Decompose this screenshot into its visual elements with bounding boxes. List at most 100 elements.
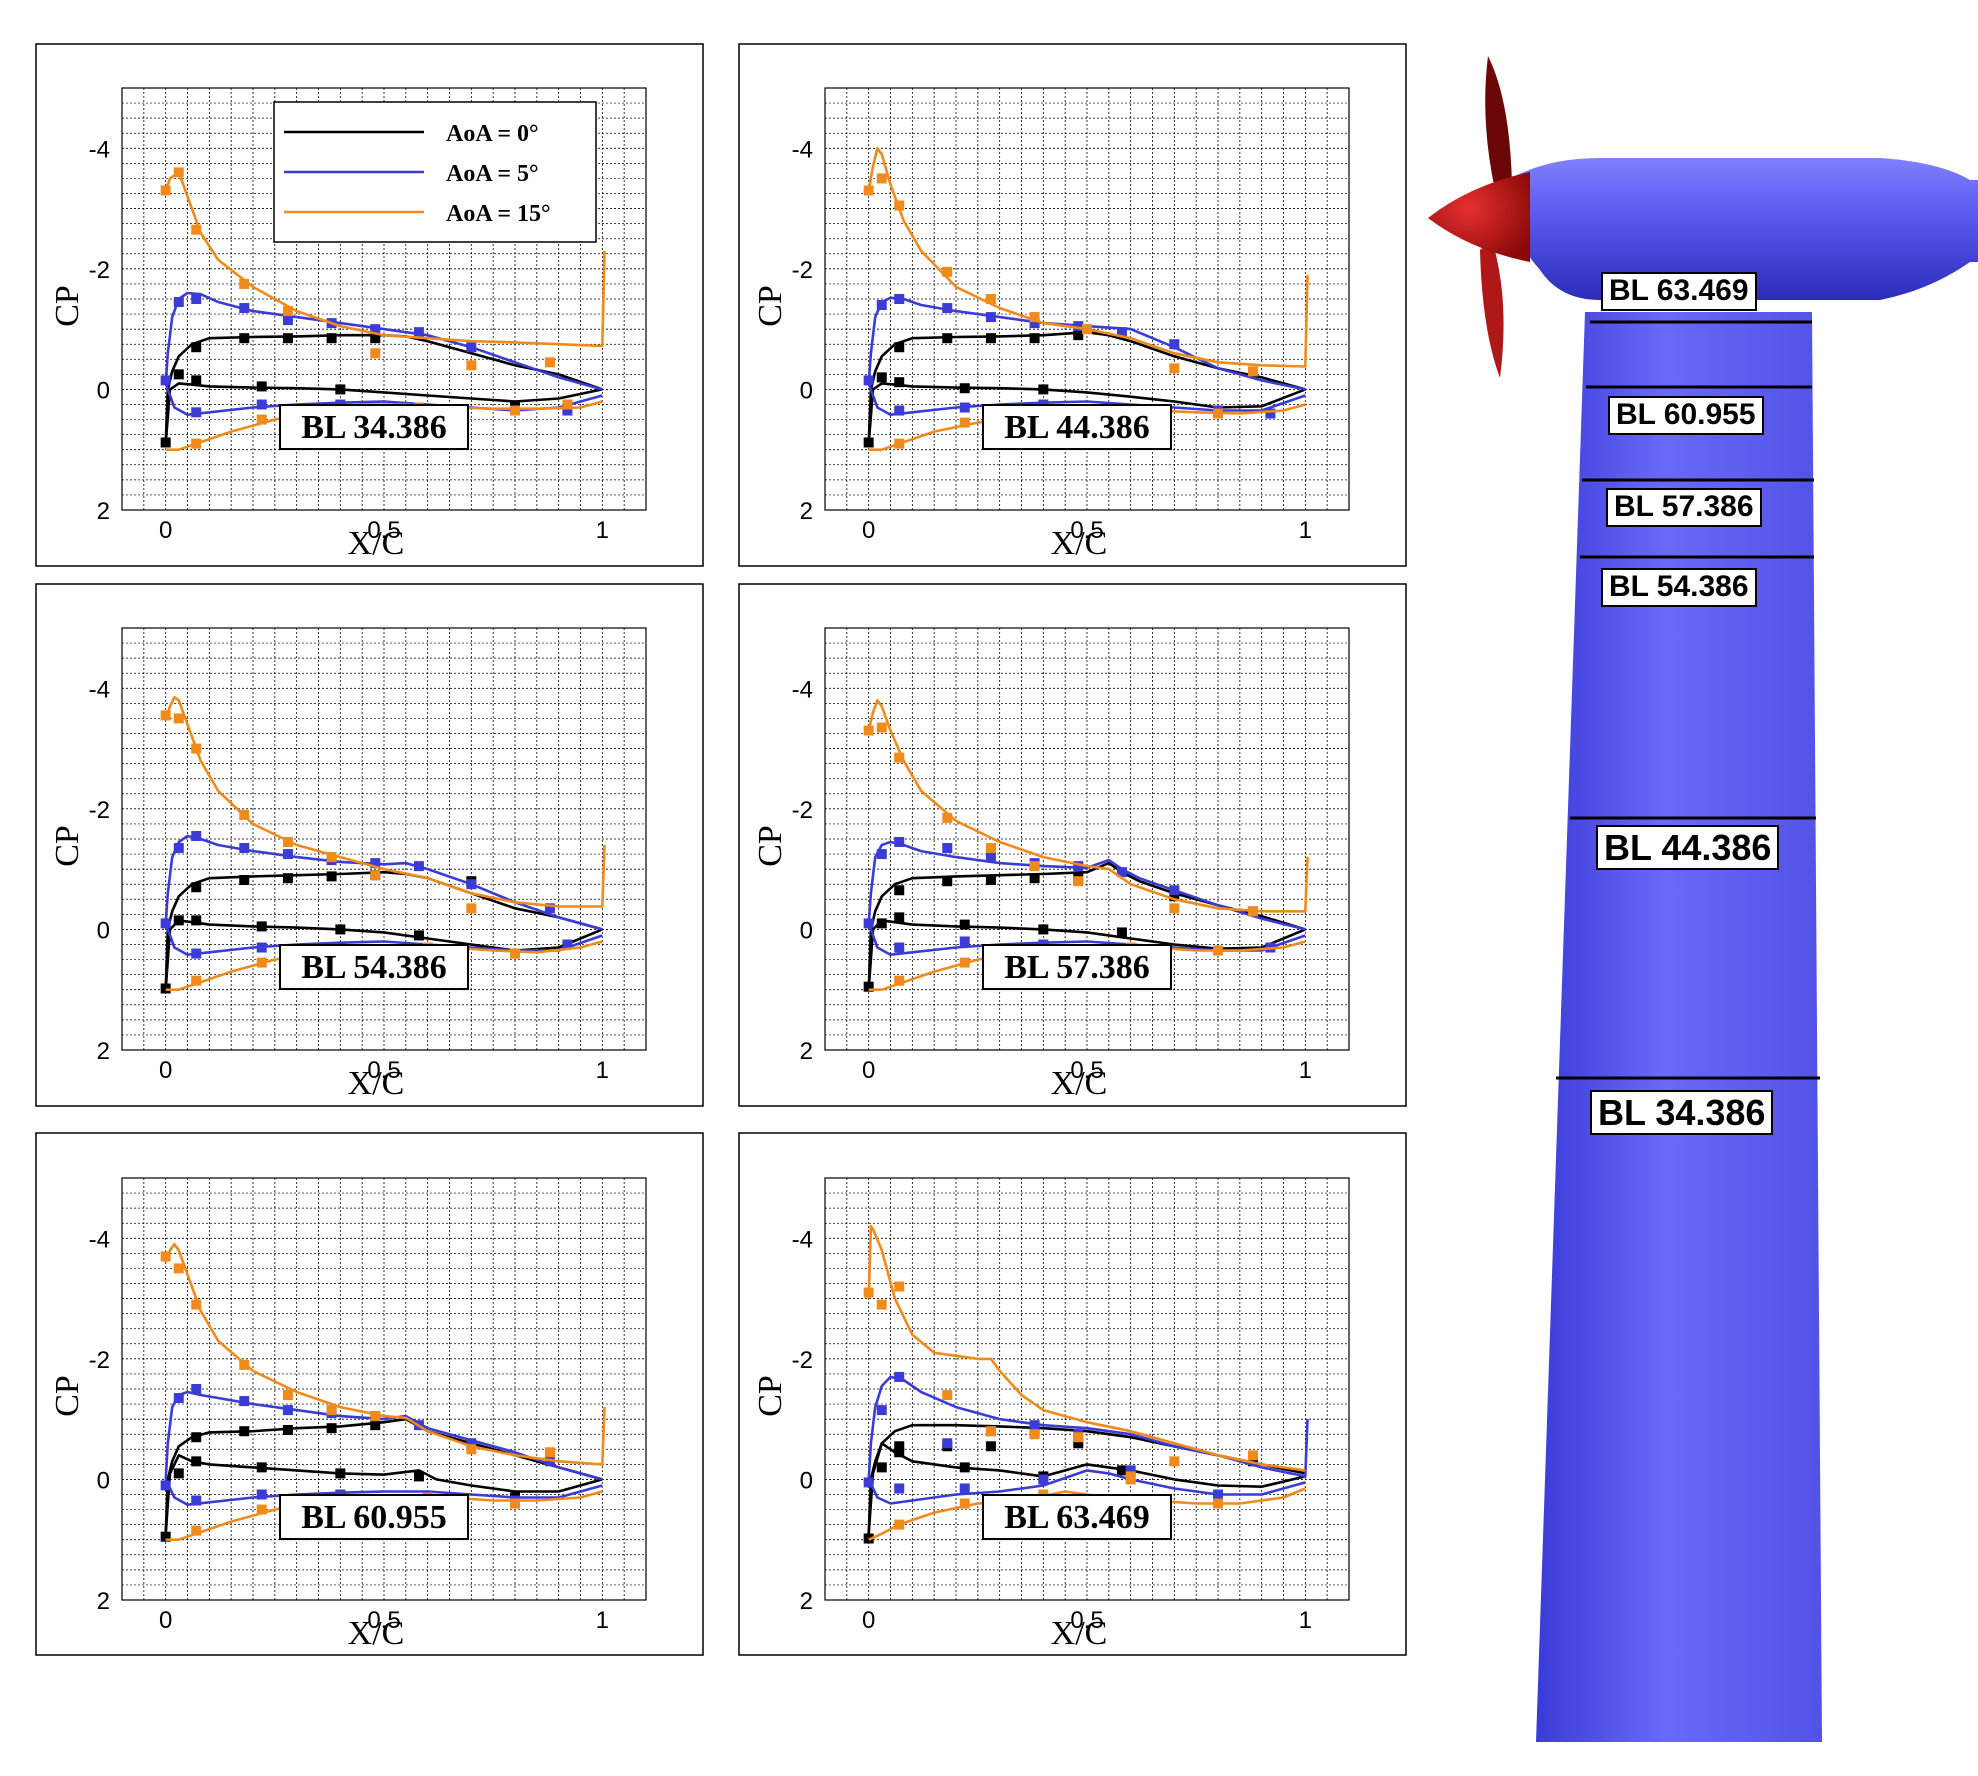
series-point xyxy=(326,852,337,863)
x-tick-label: 1 xyxy=(596,1057,609,1084)
series-point xyxy=(863,1287,874,1298)
series-point xyxy=(256,942,267,953)
series-line xyxy=(164,333,603,444)
series-point xyxy=(239,1426,250,1437)
series-point xyxy=(863,437,874,448)
legend-entry: AoA = 15° xyxy=(446,201,551,227)
series-group xyxy=(863,147,1309,451)
y-tick-label: -2 xyxy=(792,797,813,824)
series-point xyxy=(191,743,202,754)
series-point xyxy=(256,957,267,968)
y-axis-label: CP xyxy=(49,825,86,867)
series-point xyxy=(894,1519,905,1530)
series-point xyxy=(894,1371,905,1382)
series-point xyxy=(191,948,202,959)
series-point xyxy=(173,297,184,308)
series-point xyxy=(335,384,346,395)
series-point xyxy=(894,1483,905,1494)
y-tick-label: 0 xyxy=(97,917,110,944)
series-point xyxy=(173,713,184,724)
series-line xyxy=(164,696,606,908)
series-point xyxy=(942,333,953,344)
series-point xyxy=(160,1531,171,1542)
series-point xyxy=(466,360,477,371)
legend-entry: AoA = 0° xyxy=(446,121,539,147)
series-point xyxy=(1038,924,1049,935)
series-point xyxy=(1029,312,1040,323)
x-tick-label: 1 xyxy=(596,1607,609,1634)
series-point xyxy=(335,1468,346,1479)
series-point xyxy=(1125,1465,1136,1476)
series-point xyxy=(894,885,905,896)
series-point xyxy=(894,377,905,388)
x-axis-label: X/C xyxy=(348,1065,405,1102)
x-tick-label: 0 xyxy=(862,1607,875,1634)
series-point xyxy=(1213,945,1223,956)
y-axis-label: CP xyxy=(49,285,86,327)
x-tick-label: 0.5 xyxy=(1070,1607,1103,1634)
series-line xyxy=(867,1469,1306,1505)
series-point xyxy=(160,1480,171,1491)
y-tick-label: -2 xyxy=(89,1347,110,1374)
series-point xyxy=(894,1447,905,1458)
series-point xyxy=(876,300,887,311)
series-point xyxy=(1029,1420,1040,1431)
series-point xyxy=(985,874,996,885)
series-point xyxy=(894,752,905,763)
x-axis-label: X/C xyxy=(1051,525,1108,562)
series-point xyxy=(894,405,905,416)
y-axis-label: CP xyxy=(49,1375,86,1417)
series-point xyxy=(239,1396,250,1407)
y-tick-label: -4 xyxy=(89,676,110,703)
series-point xyxy=(173,369,184,380)
series-line xyxy=(867,699,1309,913)
series-point xyxy=(256,1462,267,1473)
series-point xyxy=(1169,885,1180,896)
series-point xyxy=(1125,1474,1136,1485)
series-point xyxy=(239,1359,250,1370)
y-axis-label: CP xyxy=(752,285,789,327)
series-point xyxy=(985,1426,996,1437)
series-point xyxy=(239,874,250,885)
cp-plot-panel: 0 0.5 1 -4 -2 0 2 X/C CP BL 54.386 xyxy=(35,583,704,1107)
x-tick-label: 0 xyxy=(159,1607,172,1634)
y-tick-label: -4 xyxy=(792,1226,813,1253)
series-point xyxy=(239,303,250,314)
x-tick-label: 1 xyxy=(1299,517,1312,544)
series-point xyxy=(562,939,573,950)
series-line xyxy=(867,861,1306,990)
series-line xyxy=(867,1224,1306,1472)
series-point xyxy=(1073,876,1084,887)
cp-plot-panel: 0 0.5 1 -4 -2 0 2 X/C CP BL 34.386 AoA = 0° AoA = 5… xyxy=(35,43,704,567)
series-point xyxy=(160,437,171,448)
series-point xyxy=(1247,366,1258,377)
series-point xyxy=(370,333,381,344)
series-point xyxy=(1169,1456,1180,1467)
series-point xyxy=(510,1498,520,1509)
series-point xyxy=(239,333,250,344)
series-point xyxy=(1169,891,1180,902)
series-line xyxy=(867,840,1306,931)
cp-plot-panel: 0 0.5 1 -4 -2 0 2 X/C CP BL 44.386 xyxy=(738,43,1407,567)
station-annotation-box xyxy=(982,1494,1172,1540)
nacelle xyxy=(1500,158,1978,300)
series-point xyxy=(1029,861,1040,872)
series-point xyxy=(863,375,874,386)
series-line xyxy=(164,171,606,348)
series-point xyxy=(1116,327,1127,338)
series-point xyxy=(1029,1429,1040,1440)
series-point xyxy=(191,1525,202,1536)
series-point xyxy=(191,1299,202,1310)
station-annotation-box xyxy=(982,404,1172,450)
series-point xyxy=(282,333,293,344)
series-line xyxy=(867,147,1309,368)
series-point xyxy=(544,1447,555,1458)
series-point xyxy=(894,975,905,986)
series-point xyxy=(326,871,337,882)
y-tick-label: -4 xyxy=(792,676,813,703)
series-point xyxy=(1073,330,1084,341)
series-point xyxy=(894,438,905,449)
series-point xyxy=(959,383,970,394)
series-line xyxy=(164,1243,606,1466)
series-point xyxy=(876,372,887,383)
